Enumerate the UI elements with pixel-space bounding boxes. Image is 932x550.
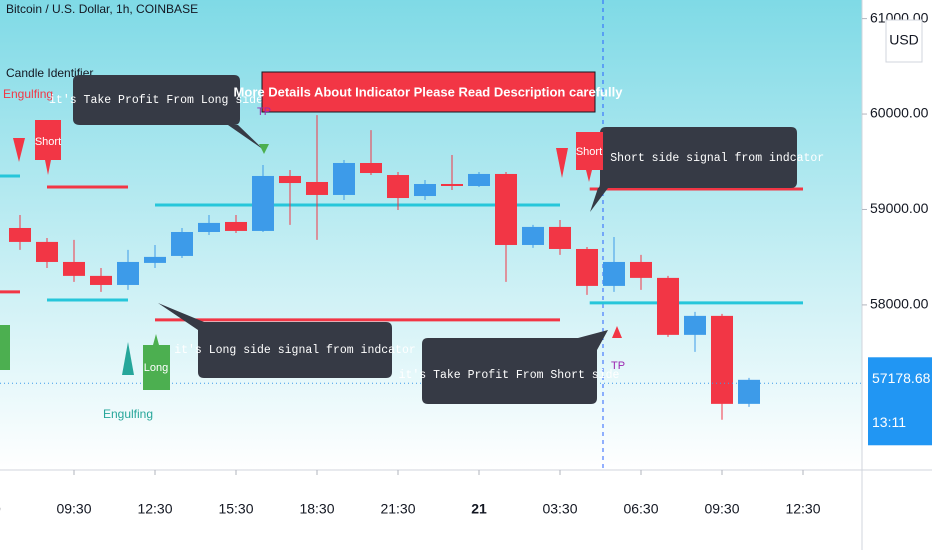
candle-body <box>9 227 31 242</box>
y-tick-label: 59000.00 <box>870 200 929 216</box>
candle-body <box>684 315 706 335</box>
signal-marker <box>612 326 622 338</box>
candle-body <box>63 261 85 276</box>
candle-body <box>738 379 760 404</box>
signal-marker <box>122 342 134 375</box>
signal-label: Long <box>144 362 168 374</box>
last-price-label: 57178.68 <box>872 370 931 386</box>
x-tick-label: 09:30 <box>56 501 91 517</box>
annotation-text: it's Take Profit From Short side <box>399 369 620 382</box>
y-tick-label: 58000.00 <box>870 296 929 312</box>
candle-body <box>441 183 463 186</box>
signal-label: Engulfing <box>3 87 53 101</box>
x-tick-label: 03:30 <box>542 501 577 517</box>
annotation: it's Take Profit From Short side <box>399 330 620 404</box>
unit-box <box>885 19 923 63</box>
last-price-box <box>868 357 932 446</box>
candle-body <box>225 221 247 231</box>
x-tick-label: 15:30 <box>218 501 253 517</box>
candle-body <box>576 248 598 286</box>
plot-layer: 30 09:30 12:30 15:30 18:30 21:30 21 03:30 06:30 0… <box>0 115 862 517</box>
annotation: More Details About Indicator Please Read… <box>234 71 624 113</box>
annotation-text: More Details About Indicator Please Read… <box>234 84 624 99</box>
countdown-label: 13:11 <box>872 414 906 430</box>
annotation-text: it's Take Profit From Long side <box>49 94 263 107</box>
axis-overlay: 58000.0059000.0060000.0061000.00USD57178… <box>862 9 932 446</box>
candle-body <box>522 226 544 245</box>
y-tick-label: 60000.00 <box>870 105 929 121</box>
signal: Long <box>143 334 170 390</box>
unit-label: USD <box>889 32 919 48</box>
signal-marker <box>556 148 568 178</box>
candle-body <box>711 315 733 404</box>
candle-body <box>657 277 679 335</box>
annotation: it's Long side signal from indcator <box>158 303 416 378</box>
x-tick-label: 12:30 <box>137 501 172 517</box>
candle-body <box>171 231 193 256</box>
signal: Short <box>576 132 603 182</box>
candle-body <box>603 261 625 286</box>
signal-label: Short <box>35 136 61 148</box>
signal-label: TP <box>257 106 271 118</box>
candle-body <box>198 222 220 232</box>
candle-body <box>36 241 58 262</box>
candle-body <box>468 173 490 186</box>
annotation: it's Take Profit From Long side <box>49 75 264 150</box>
x-tick-label: 18:30 <box>299 501 334 517</box>
candle-body <box>333 162 355 195</box>
x-tick-label: 09:30 <box>704 501 739 517</box>
candle-body <box>549 226 571 249</box>
candle-body <box>414 183 436 197</box>
annotation: it's Short side signal from indcator <box>576 127 824 212</box>
candle-body <box>306 181 328 195</box>
price-axis-background <box>862 0 932 550</box>
symbol-title: Bitcoin / U.S. Dollar, 1h, COINBASE <box>6 2 198 16</box>
candle-body <box>144 256 166 263</box>
signal-label: TP <box>611 360 625 372</box>
indicator-name: Candle Identifier <box>6 66 93 80</box>
candle-body <box>360 162 382 174</box>
x-tick-label: 30 <box>0 501 1 517</box>
x-tick-label: 12:30 <box>785 501 820 517</box>
signal-label: Short <box>576 146 602 158</box>
candle-body <box>90 275 112 285</box>
x-tick-label: 06:30 <box>623 501 658 517</box>
x-tick-label: 21 <box>471 501 487 517</box>
signal-marker <box>13 138 25 162</box>
x-tick-label: 21:30 <box>380 501 415 517</box>
signal-marker <box>259 144 269 154</box>
candle-body <box>252 175 274 231</box>
candle-body <box>279 175 301 184</box>
signal-label: Engulfing <box>103 407 153 421</box>
candle-body <box>117 261 139 285</box>
candle-body <box>387 175 409 199</box>
candle-body <box>630 261 652 278</box>
candle-body <box>495 173 517 245</box>
signal-marker <box>0 325 10 370</box>
annotation-text: it's Long side signal from indcator <box>174 344 416 357</box>
signal: Short <box>35 120 61 175</box>
annotation-text: it's Short side signal from indcator <box>576 152 824 165</box>
